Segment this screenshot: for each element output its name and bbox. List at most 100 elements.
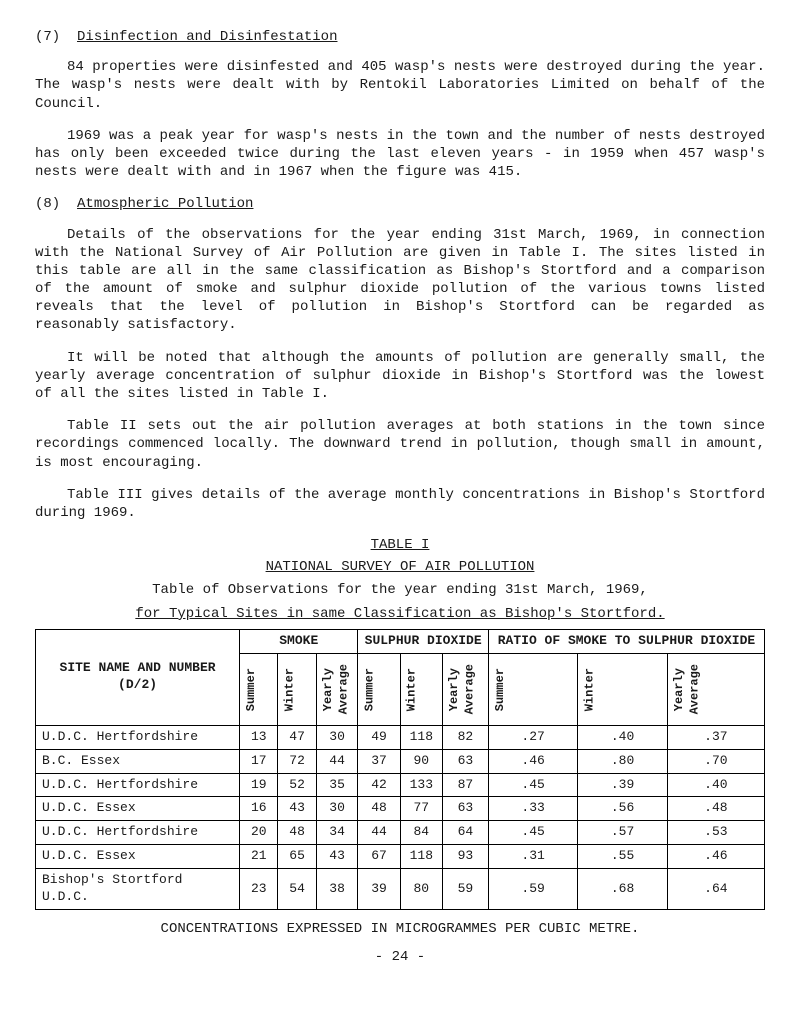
cell-ratio: .46 — [667, 845, 764, 869]
th-so2-summer: Summer — [358, 653, 400, 725]
table-title-2: NATIONAL SURVEY OF AIR POLLUTION — [35, 558, 765, 576]
cell-ratio: .40 — [578, 725, 667, 749]
pollution-table: SITE NAME AND NUMBER (D/2) SMOKE SULPHUR… — [35, 629, 765, 910]
th-site: SITE NAME AND NUMBER (D/2) — [36, 629, 240, 725]
cell-site: Bishop's Stortford U.D.C. — [36, 869, 240, 910]
cell-smoke: 17 — [240, 749, 278, 773]
cell-so2: 59 — [442, 869, 488, 910]
cell-smoke: 30 — [316, 797, 358, 821]
cell-so2: 118 — [400, 845, 442, 869]
cell-smoke: 13 — [240, 725, 278, 749]
table-header-row-1: SITE NAME AND NUMBER (D/2) SMOKE SULPHUR… — [36, 629, 765, 653]
cell-ratio: .33 — [488, 797, 577, 821]
cell-site: U.D.C. Essex — [36, 797, 240, 821]
cell-so2: 63 — [442, 749, 488, 773]
section-7-heading: (7) Disinfection and Disinfestation — [35, 28, 765, 46]
cell-so2: 39 — [358, 869, 400, 910]
cell-so2: 80 — [400, 869, 442, 910]
cell-ratio: .80 — [578, 749, 667, 773]
cell-so2: 49 — [358, 725, 400, 749]
section-8-title: Atmospheric Pollution — [77, 196, 253, 212]
cell-ratio: .40 — [667, 773, 764, 797]
table-title-1: TABLE I — [35, 536, 765, 554]
cell-site: U.D.C. Hertfordshire — [36, 773, 240, 797]
page-number: - 24 - — [35, 948, 765, 966]
cell-smoke: 72 — [278, 749, 316, 773]
cell-smoke: 65 — [278, 845, 316, 869]
cell-smoke: 54 — [278, 869, 316, 910]
th-ratio-summer: Summer — [488, 653, 577, 725]
cell-so2: 42 — [358, 773, 400, 797]
cell-so2: 63 — [442, 797, 488, 821]
cell-ratio: .68 — [578, 869, 667, 910]
section-8-para-3: Table II sets out the air pollution aver… — [35, 417, 765, 472]
cell-smoke: 43 — [316, 845, 358, 869]
section-8-para-2: It will be noted that although the amoun… — [35, 349, 765, 404]
cell-ratio: .46 — [488, 749, 577, 773]
section-8-num: (8) — [35, 196, 60, 212]
section-8-para-1: Details of the observations for the year… — [35, 226, 765, 335]
cell-smoke: 30 — [316, 725, 358, 749]
table-body: U.D.C. Hertfordshire1347304911882.27.40.… — [36, 725, 765, 909]
cell-smoke: 38 — [316, 869, 358, 910]
section-7-para-2: 1969 was a peak year for wasp's nests in… — [35, 127, 765, 182]
th-smoke-summer: Summer — [240, 653, 278, 725]
table-row: U.D.C. Essex2165436711893.31.55.46 — [36, 845, 765, 869]
th-smoke: SMOKE — [240, 629, 358, 653]
table-caption: CONCENTRATIONS EXPRESSED IN MICROGRAMMES… — [35, 920, 765, 938]
cell-smoke: 20 — [240, 821, 278, 845]
cell-smoke: 23 — [240, 869, 278, 910]
th-ratio-yearly: Yearly Average — [667, 653, 764, 725]
cell-so2: 82 — [442, 725, 488, 749]
cell-smoke: 16 — [240, 797, 278, 821]
cell-so2: 44 — [358, 821, 400, 845]
cell-so2: 77 — [400, 797, 442, 821]
cell-ratio: .48 — [667, 797, 764, 821]
cell-smoke: 52 — [278, 773, 316, 797]
cell-ratio: .31 — [488, 845, 577, 869]
table-subtitle-1: Table of Observations for the year endin… — [35, 581, 765, 599]
cell-site: U.D.C. Essex — [36, 845, 240, 869]
cell-smoke: 34 — [316, 821, 358, 845]
cell-smoke: 19 — [240, 773, 278, 797]
cell-ratio: .39 — [578, 773, 667, 797]
th-so2-yearly: Yearly Average — [442, 653, 488, 725]
cell-site: B.C. Essex — [36, 749, 240, 773]
section-8-para-4: Table III gives details of the average m… — [35, 486, 765, 522]
th-so2-winter: Winter — [400, 653, 442, 725]
cell-ratio: .37 — [667, 725, 764, 749]
section-7-para-1: 84 properties were disinfested and 405 w… — [35, 58, 765, 113]
table-row: U.D.C. Essex164330487763.33.56.48 — [36, 797, 765, 821]
cell-smoke: 35 — [316, 773, 358, 797]
cell-ratio: .59 — [488, 869, 577, 910]
cell-ratio: .64 — [667, 869, 764, 910]
section-7-title: Disinfection and Disinfestation — [77, 29, 337, 45]
th-smoke-winter: Winter — [278, 653, 316, 725]
table-row: U.D.C. Hertfordshire1952354213387.45.39.… — [36, 773, 765, 797]
cell-ratio: .53 — [667, 821, 764, 845]
cell-so2: 48 — [358, 797, 400, 821]
cell-smoke: 44 — [316, 749, 358, 773]
cell-so2: 93 — [442, 845, 488, 869]
cell-ratio: .70 — [667, 749, 764, 773]
th-ratio-winter: Winter — [578, 653, 667, 725]
cell-ratio: .56 — [578, 797, 667, 821]
cell-so2: 84 — [400, 821, 442, 845]
cell-so2: 87 — [442, 773, 488, 797]
cell-ratio: .55 — [578, 845, 667, 869]
table-row: B.C. Essex177244379063.46.80.70 — [36, 749, 765, 773]
cell-so2: 133 — [400, 773, 442, 797]
cell-site: U.D.C. Hertfordshire — [36, 821, 240, 845]
cell-ratio: .27 — [488, 725, 577, 749]
cell-ratio: .45 — [488, 773, 577, 797]
cell-smoke: 48 — [278, 821, 316, 845]
cell-smoke: 21 — [240, 845, 278, 869]
table-subtitle-2: for Typical Sites in same Classification… — [35, 605, 765, 623]
table-row: Bishop's Stortford U.D.C.235438398059.59… — [36, 869, 765, 910]
cell-smoke: 43 — [278, 797, 316, 821]
th-sulphur: SULPHUR DIOXIDE — [358, 629, 489, 653]
table-row: U.D.C. Hertfordshire204834448464.45.57.5… — [36, 821, 765, 845]
cell-so2: 67 — [358, 845, 400, 869]
cell-so2: 118 — [400, 725, 442, 749]
th-ratio: RATIO OF SMOKE TO SULPHUR DIOXIDE — [488, 629, 764, 653]
